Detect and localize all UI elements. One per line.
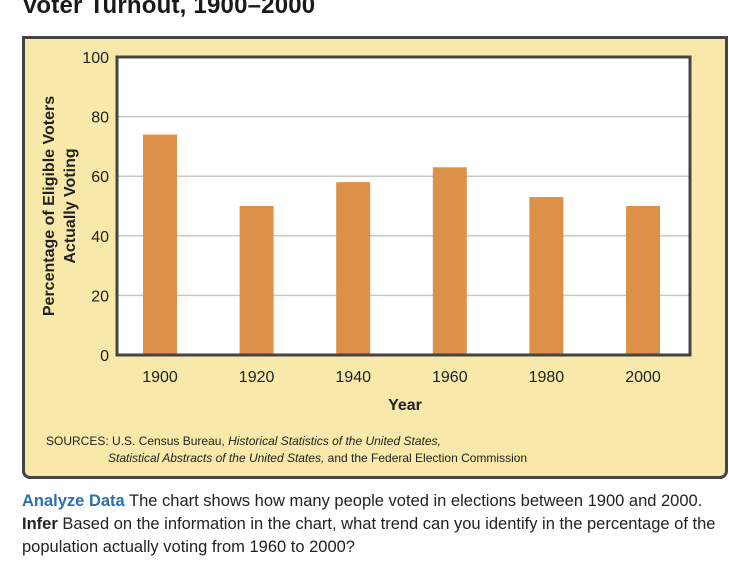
bar-1980: [529, 197, 564, 355]
bar-1940: [336, 182, 371, 355]
plot-area: [117, 57, 690, 355]
sources-title-2: Statistical Abstracts of the United Stat…: [108, 451, 325, 465]
y-axis-label-line1: Percentage of Eligible Voters: [41, 96, 58, 316]
sources-text-2: and the Federal Election Commission: [324, 451, 528, 465]
y-tick-label: 0: [100, 348, 109, 365]
x-tick-label: 1980: [529, 369, 565, 386]
x-axis-label: Year: [388, 397, 422, 414]
y-axis-label-line2: Actually Voting: [62, 148, 79, 263]
sources-label: SOURCES:: [46, 434, 109, 448]
plot-frame: [115, 55, 692, 357]
bar-chart: 0 20 40 60 80 100 1900 1920 1940 1960 1980 2000 Yea…: [41, 50, 692, 414]
analyze-text: The chart shows how many people voted in…: [124, 492, 703, 510]
x-tick-label: 1960: [432, 369, 468, 386]
bar-1920: [239, 206, 274, 355]
x-tick-label: 1920: [239, 369, 275, 386]
bar-1960: [432, 167, 467, 355]
analyze-data-question: Analyze Data The chart shows how many pe…: [22, 490, 722, 559]
infer-label: Infer: [22, 515, 58, 533]
bar-1900: [143, 134, 177, 355]
x-tick-label: 1940: [335, 369, 371, 386]
y-tick-label: 20: [91, 288, 109, 305]
x-tick-label: 1900: [142, 369, 178, 386]
y-tick-label: 40: [91, 229, 109, 246]
sources-note: SOURCES: U.S. Census Bureau, Historical …: [46, 433, 527, 467]
x-tick-label: 2000: [625, 369, 661, 386]
y-tick-label: 80: [91, 110, 109, 127]
chart-title: Voter Turnout, 1900–2000: [22, 0, 316, 19]
bar-2000: [626, 206, 660, 355]
y-tick-label: 100: [82, 50, 109, 67]
sources-title-1: Historical Statistics of the United Stat…: [228, 434, 441, 448]
infer-text: Based on the information in the chart, w…: [22, 515, 716, 556]
sources-text: U.S. Census Bureau,: [108, 434, 229, 448]
y-tick-label: 60: [91, 169, 109, 186]
analyze-data-label: Analyze Data: [22, 492, 125, 510]
